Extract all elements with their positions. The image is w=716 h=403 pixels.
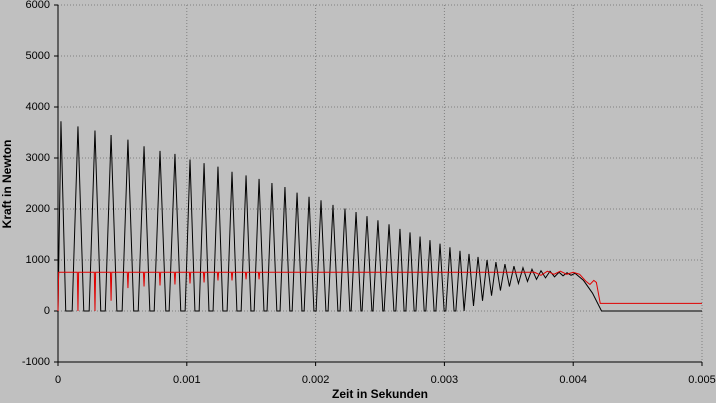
x-tick-label: 0.005 <box>688 374 716 386</box>
y-tick-label: 2000 <box>26 203 50 215</box>
y-tick-label: 0 <box>44 305 50 317</box>
x-tick-label: 0.001 <box>173 374 201 386</box>
x-tick-label: 0 <box>55 374 61 386</box>
data-line <box>57 270 702 312</box>
y-tick-label: 5000 <box>26 50 50 62</box>
x-tick-label: 0.002 <box>302 374 330 386</box>
y-tick-label: 1000 <box>26 254 50 266</box>
y-tick-label: -1000 <box>22 356 50 368</box>
y-tick-label: 3000 <box>26 152 50 164</box>
x-tick-label: 0.004 <box>559 374 587 386</box>
data-line <box>57 121 702 312</box>
y-axis-label: Kraft in Newton <box>0 140 14 229</box>
x-axis-label: Zeit in Sekunden <box>332 387 428 401</box>
y-tick-label: 6000 <box>26 0 50 11</box>
x-tick-label: 0.003 <box>431 374 459 386</box>
y-tick-label: 4000 <box>26 101 50 113</box>
